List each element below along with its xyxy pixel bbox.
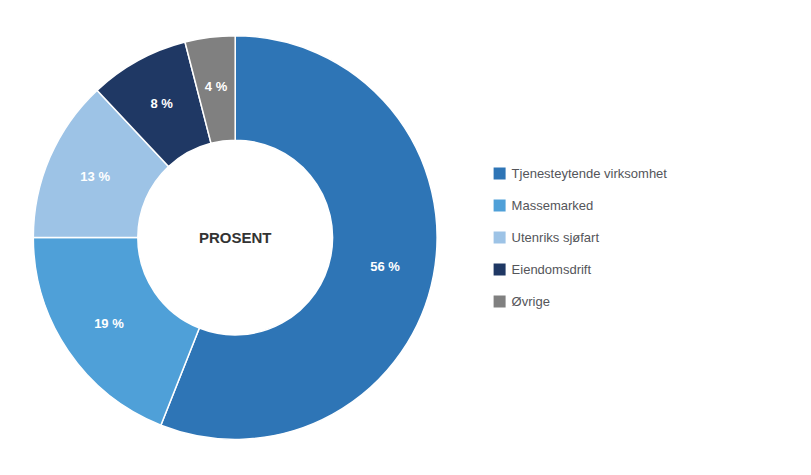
svg-text:4 %: 4 % [205, 79, 228, 94]
svg-text:Eiendomsdrift: Eiendomsdrift [512, 262, 592, 277]
svg-text:8 %: 8 % [150, 96, 173, 111]
svg-text:Utenriks sjøfart: Utenriks sjøfart [512, 230, 600, 245]
svg-text:19 %: 19 % [94, 316, 124, 331]
svg-text:13 %: 13 % [80, 169, 110, 184]
svg-text:Massemarked: Massemarked [512, 198, 594, 213]
svg-text:PROSENT: PROSENT [199, 229, 272, 246]
svg-text:56 %: 56 % [370, 259, 400, 274]
svg-text:Tjenesteytende virksomhet: Tjenesteytende virksomhet [512, 166, 668, 181]
svg-text:Øvrige: Øvrige [512, 294, 550, 309]
